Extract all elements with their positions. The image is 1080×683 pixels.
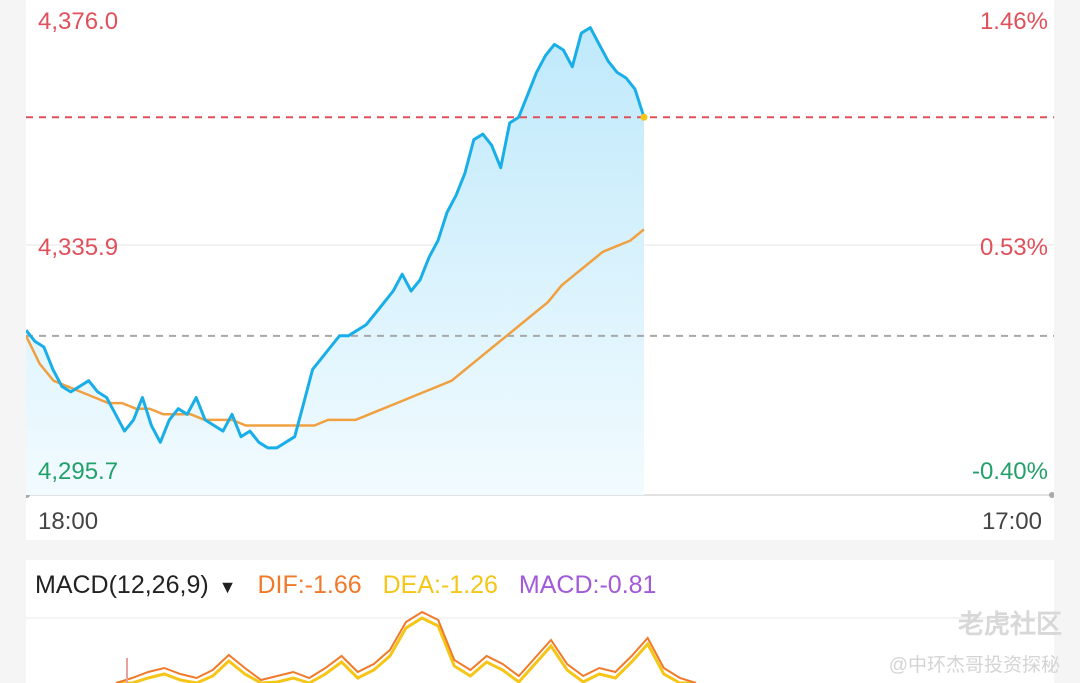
average-price-line	[26, 228, 645, 427]
x-axis-end-dot	[1049, 492, 1054, 498]
pct-axis-top-label: 1.46%	[979, 8, 1048, 35]
macd-dif-line	[115, 610, 697, 683]
price-line	[26, 26, 646, 450]
price-area-fill	[26, 27, 644, 495]
triangle-down-icon[interactable]: ▼	[218, 577, 237, 597]
watermark-author: @中环杰哥投资探秘	[888, 655, 1060, 676]
last-price-dot	[640, 113, 648, 121]
macd-header[interactable]: MACD(12,26,9) ▼ DIF:-1.66 DEA:-1.26 MACD:…	[35, 571, 670, 600]
time-axis-start: 18:00	[38, 508, 99, 535]
price-axis-bottom-label: 4,295.7	[38, 458, 119, 485]
price-axis-mid-label: 4,335.9	[38, 234, 119, 261]
watermark-brand: 老虎社区	[957, 609, 1062, 639]
intraday-chart-panel[interactable]	[26, 0, 1054, 540]
macd-indicator-name[interactable]: MACD(12,26,9)	[35, 571, 209, 599]
price-chart[interactable]	[26, 0, 1054, 540]
pct-axis-mid-label: 0.53%	[979, 234, 1048, 261]
macd-macd-value: MACD:-0.81	[518, 571, 657, 599]
macd-dea-value: DEA:-1.26	[382, 571, 498, 599]
pct-axis-bottom-label: -0.40%	[971, 458, 1048, 485]
macd-dif-value: DIF:-1.66	[257, 571, 362, 599]
time-axis-end: 17:00	[981, 508, 1042, 535]
price-axis-top-label: 4,376.0	[38, 8, 119, 35]
macd-panel[interactable]	[26, 560, 1054, 683]
macd-dea-line	[116, 616, 696, 683]
macd-chart	[26, 610, 1054, 683]
